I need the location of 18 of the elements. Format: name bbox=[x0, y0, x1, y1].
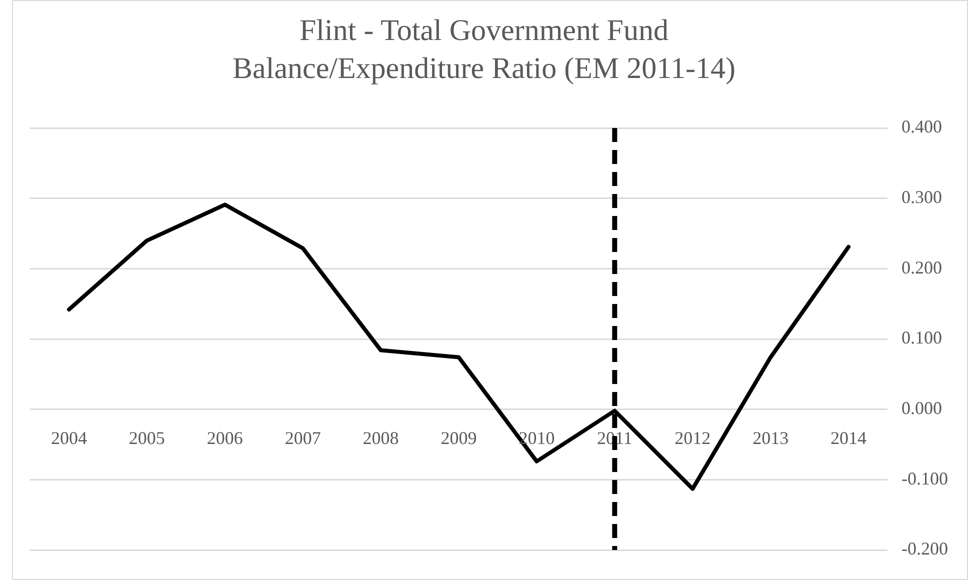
x-tick-label: 2008 bbox=[362, 428, 399, 448]
y-tick-label: 0.000 bbox=[902, 398, 942, 418]
x-tick-label: 2009 bbox=[440, 428, 477, 448]
y-tick-label: -0.100 bbox=[902, 468, 948, 488]
x-tick-label: 2010 bbox=[518, 428, 555, 448]
y-tick-label: 0.200 bbox=[902, 257, 942, 278]
chart-title: Flint - Total Government Fund Balance/Expenditure Ratio (EM 2011-14) bbox=[232, 13, 736, 87]
y-tick-label: -0.200 bbox=[902, 538, 948, 559]
y-tick-label: 0.400 bbox=[902, 116, 942, 137]
x-tick-label: 2006 bbox=[206, 428, 243, 448]
x-tick-label: 2012 bbox=[674, 428, 711, 448]
x-tick-label: 2013 bbox=[752, 428, 789, 448]
y-tick-label: 0.300 bbox=[902, 187, 942, 208]
x-tick-label: 2004 bbox=[50, 428, 87, 448]
x-tick-label: 2007 bbox=[284, 428, 321, 448]
x-tick-label: 2014 bbox=[830, 428, 867, 448]
y-tick-label: 0.100 bbox=[902, 328, 942, 348]
x-tick-label: 2005 bbox=[128, 428, 165, 448]
